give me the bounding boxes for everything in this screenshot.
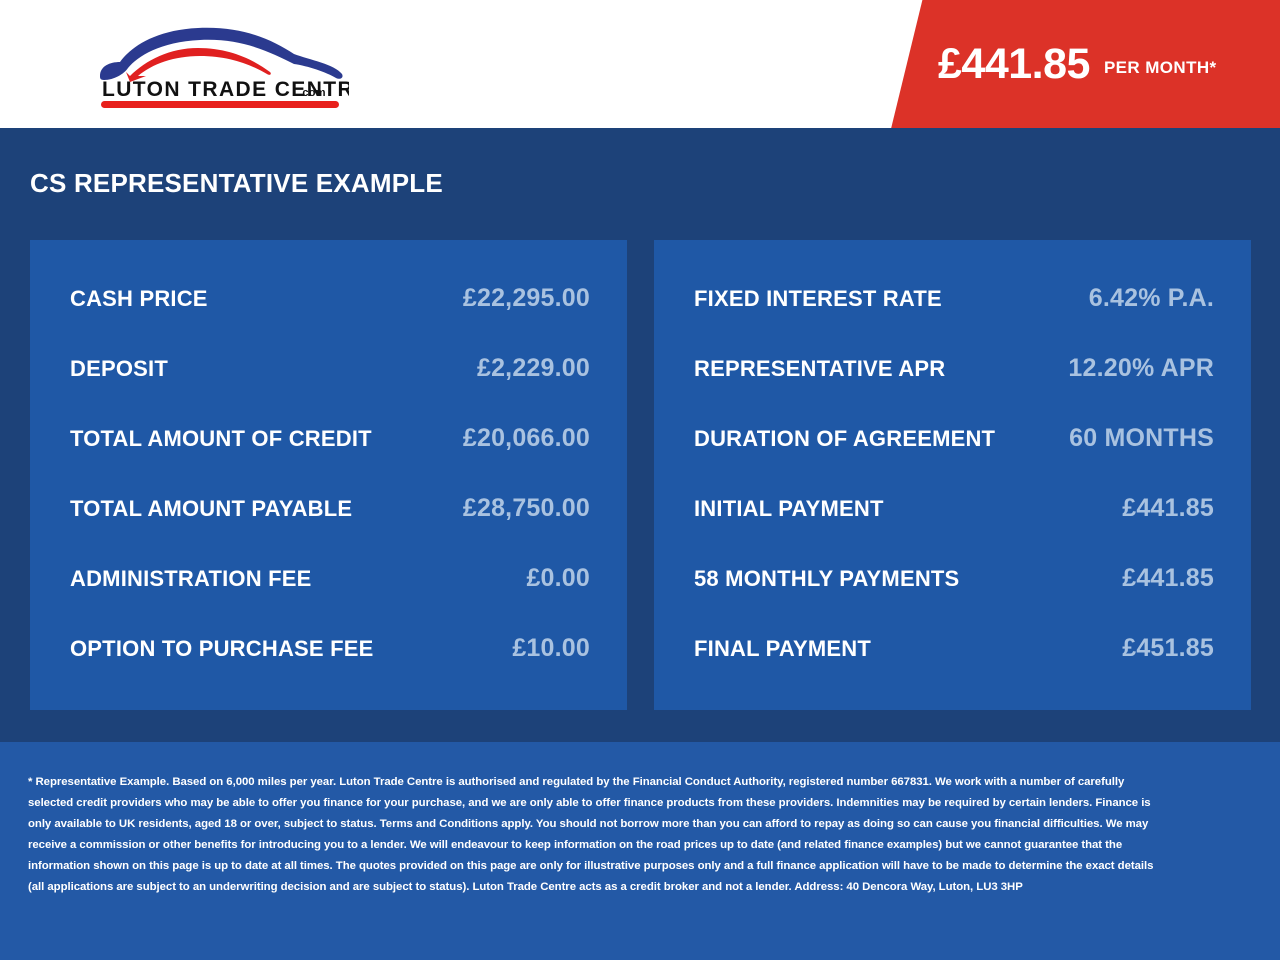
table-row: OPTION TO PURCHASE FEE £10.00: [70, 634, 590, 704]
page-footer: * Representative Example. Based on 6,000…: [0, 742, 1280, 960]
row-label: INITIAL PAYMENT: [694, 496, 884, 521]
table-row: TOTAL AMOUNT PAYABLE £28,750.00: [70, 494, 590, 564]
table-row: INITIAL PAYMENT £441.85: [694, 494, 1214, 564]
row-label: FIXED INTEREST RATE: [694, 286, 942, 311]
page-title: CS REPRESENTATIVE EXAMPLE: [30, 168, 443, 198]
row-value: £441.85: [1122, 494, 1214, 522]
row-value: 6.42% P.A.: [1088, 284, 1214, 312]
row-value: £441.85: [1122, 564, 1214, 592]
row-value: £451.85: [1122, 634, 1214, 662]
page-header: LUTON TRADE CENTRE .com £441.85 PER MONT…: [0, 0, 1280, 128]
table-row: ADMINISTRATION FEE £0.00: [70, 564, 590, 634]
row-label: TOTAL AMOUNT OF CREDIT: [70, 426, 372, 451]
row-label: DURATION OF AGREEMENT: [694, 426, 996, 451]
row-label: DEPOSIT: [70, 356, 168, 381]
logo-underline-bar: [101, 101, 339, 108]
row-label: 58 MONTHLY PAYMENTS: [694, 566, 960, 591]
table-row: 58 MONTHLY PAYMENTS £441.85: [694, 564, 1214, 634]
finance-details-panels: CASH PRICE £22,295.00 DEPOSIT £2,229.00 …: [30, 240, 1251, 710]
logo-brand-text: LUTON TRADE CENTRE: [102, 78, 349, 101]
right-finance-panel: FIXED INTEREST RATE 6.42% P.A. REPRESENT…: [654, 240, 1251, 710]
row-value: £22,295.00: [462, 284, 590, 312]
luton-trade-centre-logo[interactable]: LUTON TRADE CENTRE .com: [94, 18, 349, 110]
monthly-price-suffix: PER MONTH*: [1103, 58, 1217, 77]
table-row: TOTAL AMOUNT OF CREDIT £20,066.00: [70, 424, 590, 494]
logo-domain-suffix: .com: [299, 87, 326, 99]
row-label: OPTION TO PURCHASE FEE: [70, 636, 374, 661]
table-row: FINAL PAYMENT £451.85: [694, 634, 1214, 704]
table-row: FIXED INTEREST RATE 6.42% P.A.: [694, 284, 1214, 354]
row-value: 60 MONTHS: [1069, 424, 1214, 452]
disclaimer-text: * Representative Example. Based on 6,000…: [28, 776, 1154, 893]
row-label: FINAL PAYMENT: [694, 636, 871, 661]
row-value: 12.20% APR: [1068, 354, 1214, 382]
row-value: £2,229.00: [476, 354, 590, 382]
row-value: £28,750.00: [462, 494, 590, 522]
row-value: £20,066.00: [462, 424, 590, 452]
row-value: £10.00: [512, 634, 590, 662]
monthly-price-amount: £441.85: [938, 39, 1090, 88]
monthly-price-banner: £441.85 PER MONTH*: [891, 0, 1280, 128]
table-row: DURATION OF AGREEMENT 60 MONTHS: [694, 424, 1214, 494]
car-silhouette-logo-icon: LUTON TRADE CENTRE .com: [100, 27, 349, 108]
row-label: ADMINISTRATION FEE: [70, 566, 312, 591]
representative-example-body: CS REPRESENTATIVE EXAMPLE CASH PRICE £22…: [0, 128, 1280, 742]
table-row: DEPOSIT £2,229.00: [70, 354, 590, 424]
left-finance-panel: CASH PRICE £22,295.00 DEPOSIT £2,229.00 …: [30, 240, 627, 710]
table-row: REPRESENTATIVE APR 12.20% APR: [694, 354, 1214, 424]
row-label: REPRESENTATIVE APR: [694, 356, 946, 381]
table-row: CASH PRICE £22,295.00: [70, 284, 590, 354]
row-label: TOTAL AMOUNT PAYABLE: [70, 496, 353, 521]
row-value: £0.00: [526, 564, 590, 592]
row-label: CASH PRICE: [70, 286, 208, 311]
